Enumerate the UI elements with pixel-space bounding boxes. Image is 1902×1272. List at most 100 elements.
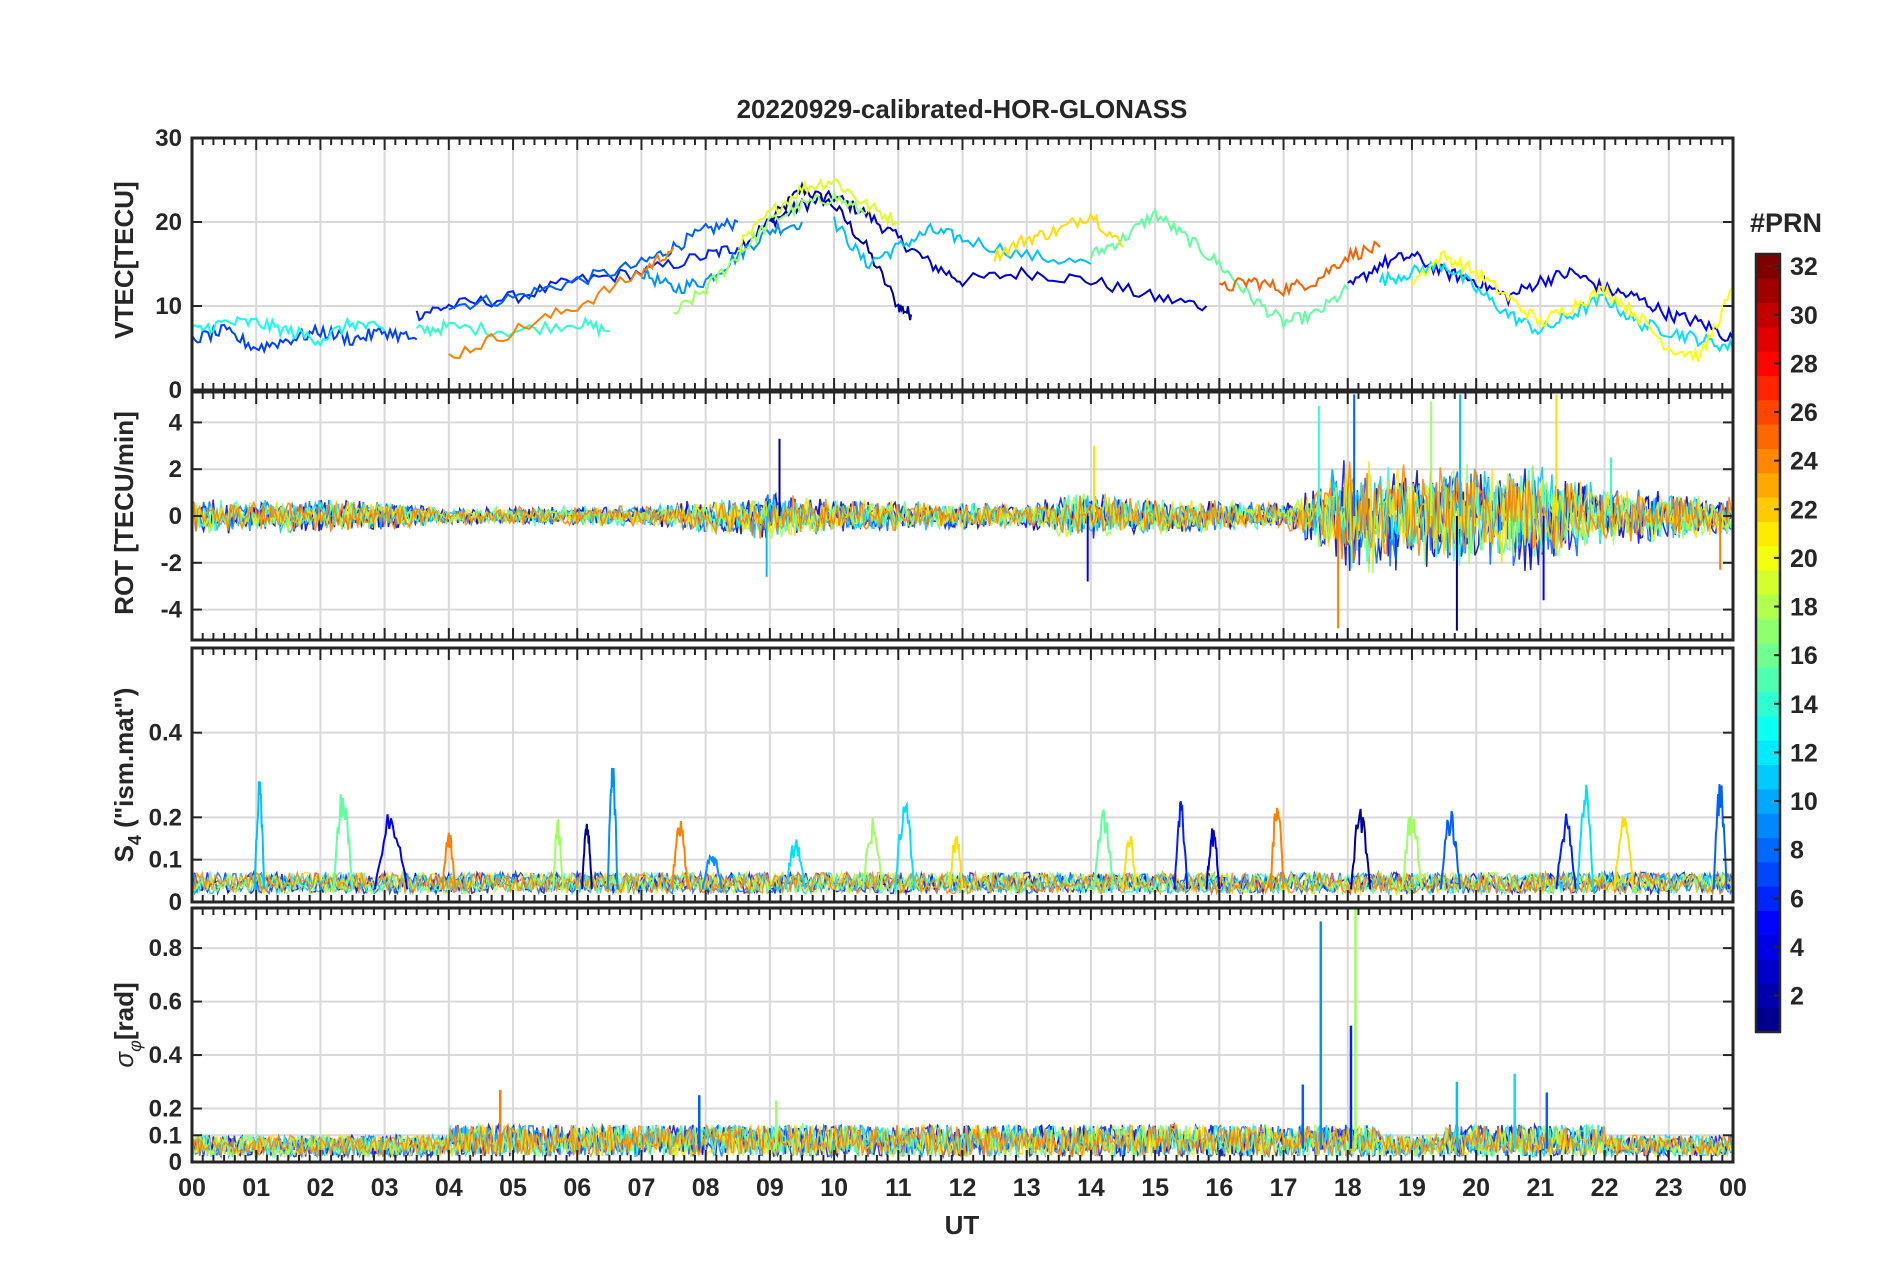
- rot-y-tick-label: 0: [169, 503, 182, 530]
- x-tick-label: 08: [692, 1174, 720, 1202]
- colorbar-frame: [1754, 252, 1782, 1034]
- x-tick-label: 03: [371, 1174, 399, 1202]
- s4-burst: [581, 823, 593, 890]
- x-tick-label: 14: [1077, 1174, 1105, 1202]
- sigma_phi-y-tick-label: 0: [169, 1149, 182, 1176]
- colorbar-tick-label: 10: [1790, 788, 1818, 816]
- x-tick-label: 02: [307, 1174, 335, 1202]
- rot-y-tick-label: -2: [161, 550, 182, 577]
- s4-label-main: S: [109, 845, 139, 862]
- x-tick-label: 15: [1141, 1174, 1169, 1202]
- x-tick-label: 00: [1719, 1174, 1747, 1202]
- x-tick-label: 00: [178, 1174, 206, 1202]
- vtec-y-tick-label: 0: [169, 377, 182, 404]
- vtec-series-prn-19: [737, 178, 899, 252]
- colorbar-tick-label: 30: [1790, 302, 1818, 330]
- s4-label-subscript: 4: [125, 835, 145, 845]
- colorbar-segment: [1756, 1007, 1780, 1033]
- s4-burst: [1613, 816, 1635, 890]
- sigma_phi-y-tick-label: 0.8: [149, 935, 182, 962]
- s4-burst: [374, 814, 409, 890]
- s4-burst: [552, 818, 564, 890]
- vtec-y-axis-label: VTEC[TECU]: [109, 181, 139, 338]
- x-tick-label: 10: [820, 1174, 848, 1202]
- sigma-phi-y-axis-label: σφ[rad]: [109, 982, 145, 1067]
- s4-burst: [1401, 815, 1423, 890]
- vtec-series-prn-13: [191, 315, 386, 348]
- s4-burst: [784, 839, 807, 890]
- colorbar-segment: [1756, 959, 1780, 984]
- rot-panel: -4 -2 0 2 4: [161, 390, 1735, 642]
- x-tick-label: 01: [242, 1174, 270, 1202]
- vtec-series-prn-17: [673, 189, 867, 315]
- sigma-phi-series-line: [191, 1123, 1732, 1160]
- x-tick-label: 11: [885, 1174, 912, 1202]
- vtec-panel: 0 10 20 30: [155, 125, 1735, 404]
- colorbar-segment: [1756, 910, 1780, 936]
- sigma_phi-y-tick-label: 0.4: [149, 1042, 183, 1069]
- s4-burst: [1093, 809, 1115, 890]
- colorbar-segment: [1756, 861, 1780, 887]
- x-tick-label: 19: [1398, 1174, 1426, 1202]
- s4-y-tick-label: 0.2: [149, 804, 182, 831]
- vtec-series-prn-21: [993, 211, 1124, 263]
- vtec-series-prn-11: [833, 216, 1092, 270]
- vtec-series-prn-20: [1411, 250, 1734, 363]
- s4-burst: [1173, 801, 1189, 890]
- x-axis-label: UT: [945, 1210, 980, 1240]
- x-tick-label: 16: [1205, 1174, 1233, 1202]
- x-tick-label: 09: [756, 1174, 784, 1202]
- vtec-y-tick-label: 30: [155, 125, 182, 152]
- colorbar-tick-label: 4: [1790, 934, 1804, 962]
- rot-series-group: [191, 394, 1732, 631]
- colorbar-tick-label: 8: [1790, 837, 1804, 865]
- sigma-label-main: σ: [109, 1051, 139, 1068]
- s4-burst: [1576, 784, 1595, 890]
- x-tick-label: 21: [1526, 1174, 1554, 1202]
- chart-title: 20220929-calibrated-HOR-GLONASS: [737, 94, 1188, 124]
- vtec-series-prn-24: [1218, 240, 1381, 298]
- colorbar-tick-label: 22: [1790, 496, 1818, 524]
- rot-y-tick-label: 4: [169, 409, 183, 436]
- s4-burst: [441, 832, 457, 890]
- s4-burst: [701, 853, 723, 890]
- x-tick-label: 13: [1013, 1174, 1041, 1202]
- colorbar-segment: [1756, 764, 1780, 790]
- x-tick-label: 06: [563, 1174, 591, 1202]
- vtec-series-prn-9: [641, 221, 803, 295]
- s4-burst: [253, 781, 266, 890]
- colorbar-segment: [1756, 618, 1780, 644]
- s4-y-tick-label: 0: [169, 889, 182, 916]
- s4-y-tick-label: 0.4: [149, 720, 183, 747]
- s4-burst: [332, 794, 354, 890]
- x-tick-label: 18: [1334, 1174, 1362, 1202]
- s4-burst: [1555, 813, 1577, 890]
- x-tick-label: 23: [1655, 1174, 1683, 1202]
- s4-burst: [1350, 808, 1372, 890]
- colorbar-segment: [1756, 667, 1780, 693]
- s4-burst: [671, 821, 689, 890]
- s4-burst: [862, 817, 884, 890]
- sigma-label-subscript: φ: [125, 1040, 145, 1052]
- colorbar-tick-label: 28: [1790, 350, 1818, 378]
- sigma-label-rest: [rad]: [109, 982, 139, 1040]
- x-tick-label: 07: [628, 1174, 656, 1202]
- colorbar-segment: [1756, 472, 1780, 498]
- s4-burst: [1439, 810, 1462, 890]
- s4-panel: 0 0.1 0.2 0.4: [149, 646, 1735, 916]
- vtec-series-prn-15: [1089, 207, 1349, 331]
- rot-axes-frame: [190, 390, 1735, 642]
- vtec-axes-frame: [190, 136, 1735, 392]
- rot-y-tick-label: 2: [169, 456, 182, 483]
- x-tick-label: 17: [1270, 1174, 1298, 1202]
- sigma_phi-y-tick-label: 0.1: [149, 1122, 182, 1149]
- s4-axes-frame: [190, 646, 1735, 904]
- x-tick-label: 20: [1462, 1174, 1490, 1202]
- vtec-y-tick-label: 10: [155, 293, 182, 320]
- colorbar-tick-label: 14: [1790, 691, 1818, 719]
- rot-series-line: [191, 461, 1732, 563]
- vtec-series-prn-2: [769, 180, 913, 321]
- rot-y-axis-label: ROT [TECU/min]: [109, 411, 139, 615]
- colorbar-segment: [1756, 715, 1780, 741]
